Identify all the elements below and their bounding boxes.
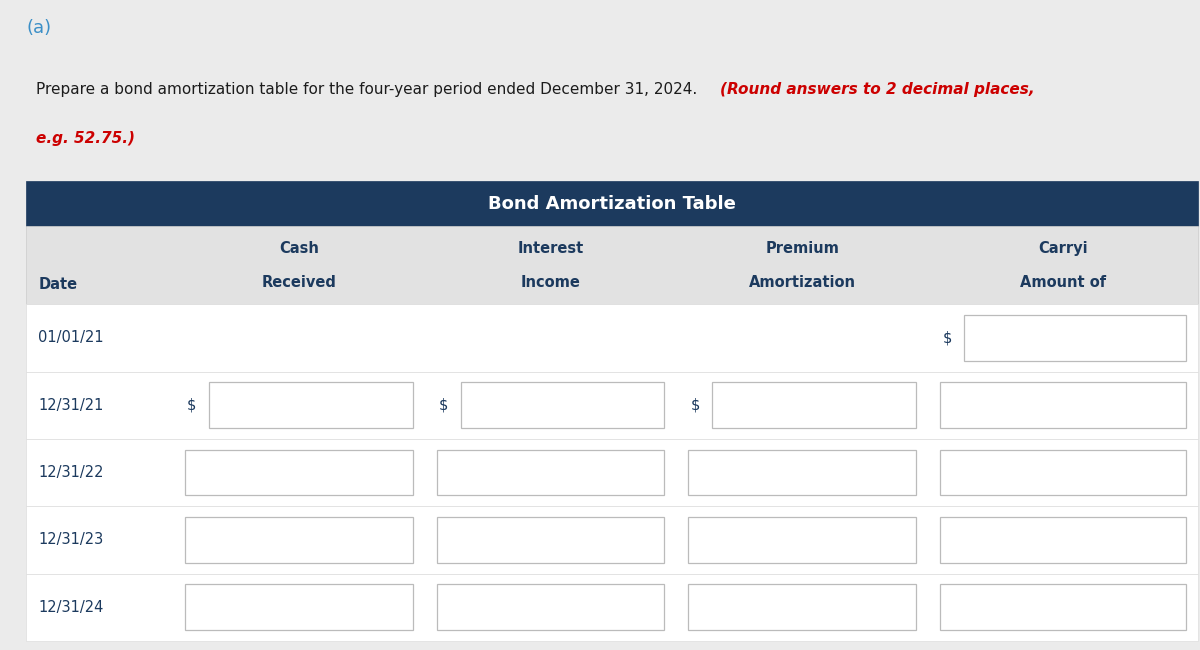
- Text: (a): (a): [26, 20, 52, 37]
- FancyBboxPatch shape: [689, 450, 917, 495]
- FancyBboxPatch shape: [26, 226, 1198, 304]
- Text: Carryi: Carryi: [1038, 240, 1087, 255]
- Text: Bond Amortization Table: Bond Amortization Table: [488, 194, 736, 213]
- FancyBboxPatch shape: [26, 372, 1198, 439]
- FancyBboxPatch shape: [209, 382, 413, 428]
- Text: Income: Income: [521, 275, 581, 290]
- FancyBboxPatch shape: [689, 584, 917, 630]
- Text: Received: Received: [262, 275, 336, 290]
- Text: $: $: [439, 398, 449, 413]
- Text: 01/01/21: 01/01/21: [38, 330, 104, 345]
- Text: 12/31/23: 12/31/23: [38, 532, 103, 547]
- FancyBboxPatch shape: [26, 506, 1198, 574]
- FancyBboxPatch shape: [713, 382, 917, 428]
- FancyBboxPatch shape: [185, 450, 413, 495]
- FancyBboxPatch shape: [437, 584, 665, 630]
- Text: 12/31/21: 12/31/21: [38, 398, 103, 413]
- Text: Cash: Cash: [278, 240, 319, 255]
- Text: $: $: [943, 330, 952, 345]
- Text: Interest: Interest: [517, 240, 583, 255]
- FancyBboxPatch shape: [26, 181, 1198, 226]
- Text: 12/31/22: 12/31/22: [38, 465, 104, 480]
- FancyBboxPatch shape: [941, 517, 1186, 563]
- FancyBboxPatch shape: [26, 574, 1198, 641]
- Text: e.g. 52.75.): e.g. 52.75.): [36, 131, 134, 146]
- FancyBboxPatch shape: [941, 382, 1186, 428]
- Text: Premium: Premium: [766, 240, 839, 255]
- Text: Date: Date: [38, 278, 78, 292]
- FancyBboxPatch shape: [461, 382, 665, 428]
- FancyBboxPatch shape: [437, 450, 665, 495]
- Text: (Round answers to 2 decimal places,: (Round answers to 2 decimal places,: [720, 82, 1034, 97]
- FancyBboxPatch shape: [437, 517, 665, 563]
- FancyBboxPatch shape: [185, 517, 413, 563]
- Text: 12/31/24: 12/31/24: [38, 600, 103, 615]
- FancyBboxPatch shape: [941, 450, 1186, 495]
- Text: $: $: [691, 398, 700, 413]
- Text: Amount of: Amount of: [1020, 275, 1106, 290]
- FancyBboxPatch shape: [185, 584, 413, 630]
- Text: $: $: [187, 398, 197, 413]
- FancyBboxPatch shape: [26, 304, 1198, 372]
- FancyBboxPatch shape: [941, 584, 1186, 630]
- Text: Amortization: Amortization: [749, 275, 856, 290]
- FancyBboxPatch shape: [689, 517, 917, 563]
- Text: Prepare a bond amortization table for the four-year period ended December 31, 20: Prepare a bond amortization table for th…: [36, 82, 702, 97]
- FancyBboxPatch shape: [26, 439, 1198, 506]
- FancyBboxPatch shape: [965, 315, 1186, 361]
